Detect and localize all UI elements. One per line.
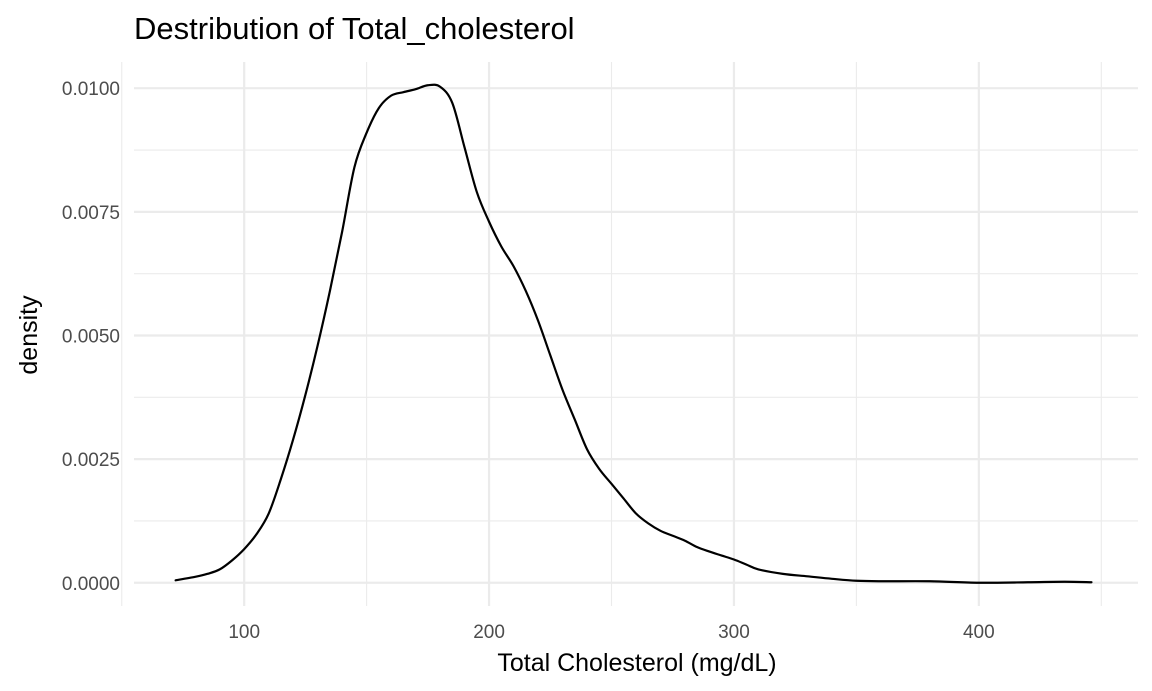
x-tick-label: 300 <box>718 622 750 643</box>
tick-label-layer: 0.0000 0.0025 0.0050 0.0075 0.0100 100 200 300 4… <box>62 79 995 643</box>
series-layer <box>174 83 1093 584</box>
y-tick-label: 0.0100 <box>62 79 120 100</box>
y-axis-title: density <box>15 295 43 375</box>
density-curve <box>174 83 1093 584</box>
chart-title: Destribution of Total_cholesterol <box>134 11 575 46</box>
y-tick-label: 0.0050 <box>62 326 120 347</box>
y-tick-label: 0.0000 <box>62 574 120 595</box>
x-tick-label: 100 <box>228 622 260 643</box>
x-tick-label: 200 <box>473 622 505 643</box>
y-tick-label: 0.0075 <box>62 203 120 224</box>
grid-layer <box>121 62 1138 606</box>
x-axis-title: Total Cholesterol (mg/dL) <box>497 649 776 677</box>
x-tick-label: 400 <box>963 622 995 643</box>
y-tick-label: 0.0025 <box>62 450 120 471</box>
